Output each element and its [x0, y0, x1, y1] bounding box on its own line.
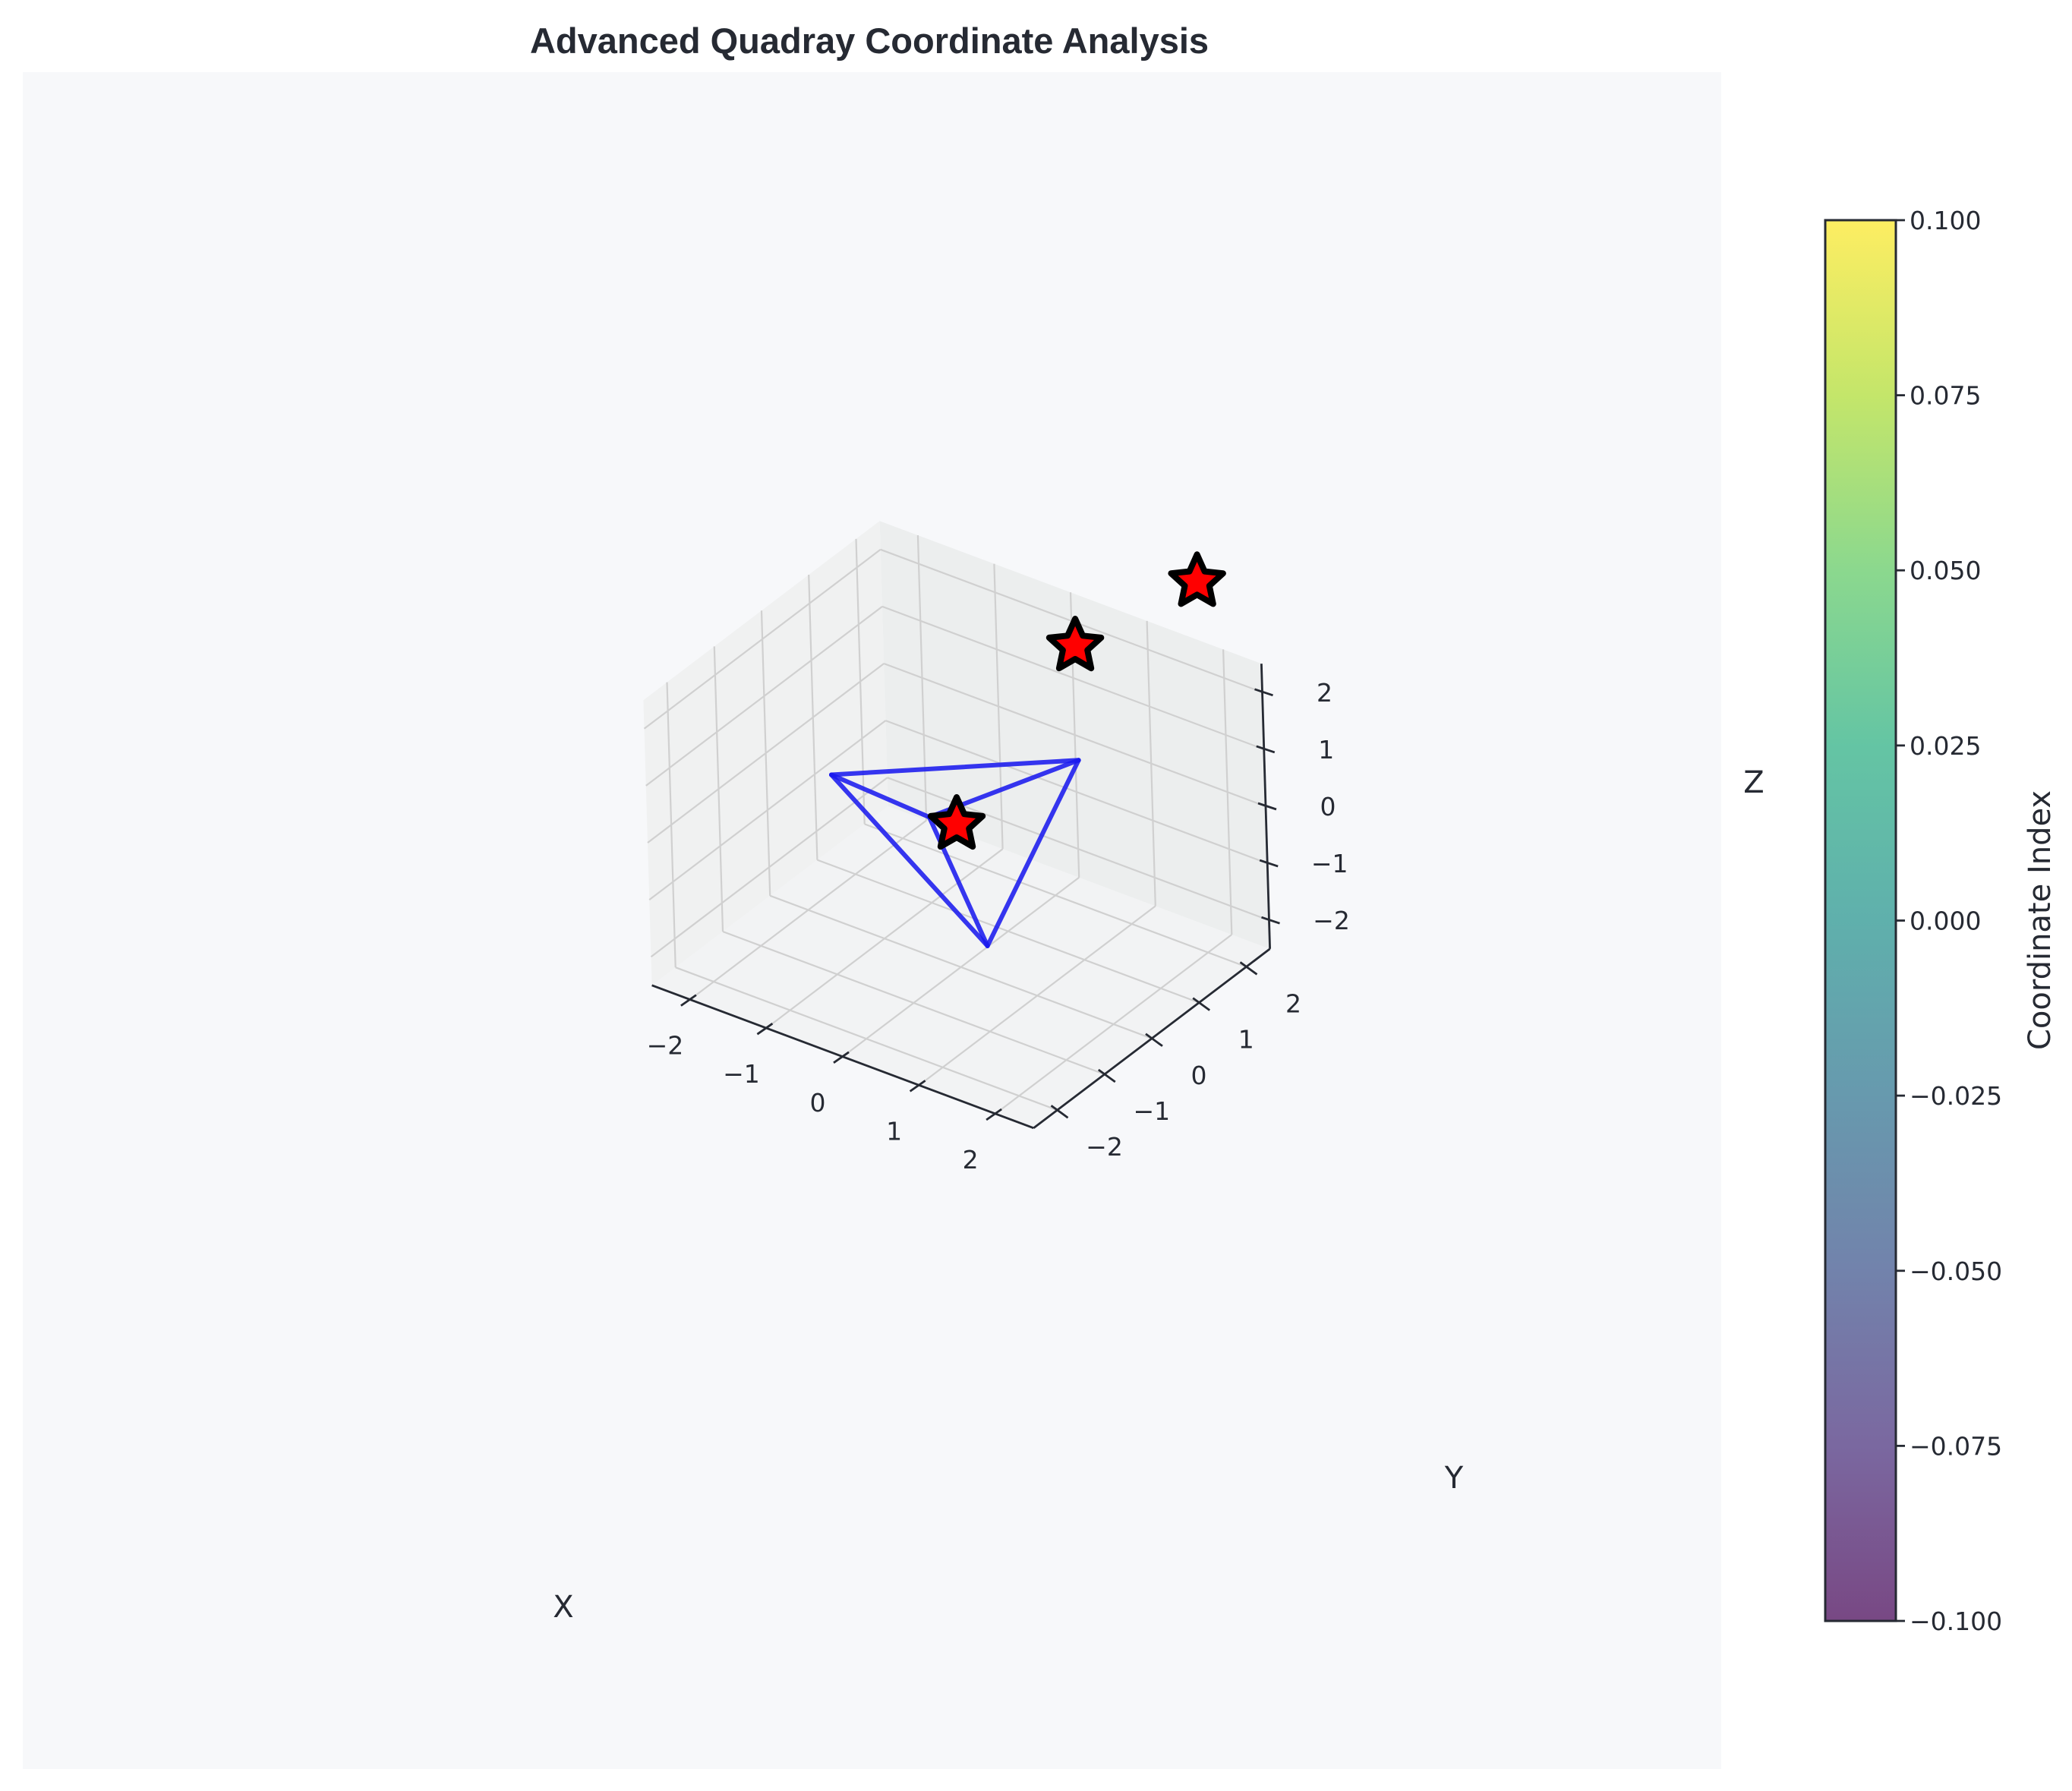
grid-line-z-back: [883, 662, 1266, 808]
x-tick: [833, 1051, 850, 1064]
y-tick: [1145, 1033, 1163, 1047]
x-tick-label: −2: [647, 1031, 684, 1061]
tetrahedron-edge: [829, 772, 990, 948]
colorbar-tick-label: 0.025: [1910, 731, 1981, 761]
colorbar-tick-label: 0.050: [1910, 556, 1981, 585]
grid-line-y-floor: [864, 823, 1247, 968]
x-tick: [756, 1023, 774, 1036]
z-tick: [1261, 916, 1280, 925]
z-tick: [1257, 802, 1277, 811]
z-tick-label: 0: [1320, 792, 1336, 821]
x-tick-label: −1: [723, 1059, 760, 1089]
tetrahedron-edge: [926, 815, 990, 948]
x-tick: [680, 994, 697, 1007]
x-tick: [909, 1080, 926, 1093]
grid-line-z-back: [885, 720, 1268, 865]
colorbar-tick-label: −0.025: [1910, 1081, 2002, 1111]
x-tick-label: 1: [886, 1116, 902, 1146]
tetrahedron-edge: [829, 758, 1081, 777]
z-tick-label: 2: [1317, 678, 1332, 708]
tetrahedron-edge: [829, 772, 932, 820]
colorbar-tick-label: −0.050: [1910, 1257, 2002, 1286]
y-tick-label: 2: [1285, 989, 1301, 1018]
star-marker: [927, 794, 986, 850]
axis-lines: [651, 664, 1280, 1130]
chart-title: Advanced Quadray Coordinate Analysis: [530, 20, 1209, 61]
y-tick: [1050, 1105, 1069, 1119]
grid-line-y-floor: [675, 966, 1058, 1111]
colorbar-tick-label: −0.075: [1910, 1431, 2002, 1461]
grid-line-y-floor: [722, 930, 1105, 1076]
grid-line-z-left: [643, 548, 881, 730]
grid-line-z-left: [648, 720, 887, 900]
star-markers: [927, 551, 1226, 850]
y-axis-label: Y: [1444, 1461, 1464, 1496]
colorbar-tick-label: 0.075: [1910, 381, 1981, 411]
grid-line-y-floor: [817, 859, 1200, 1004]
colorbar-tick-label: 0.100: [1910, 206, 1981, 235]
grid-line-z-back: [887, 777, 1269, 922]
x-tick-label: 0: [810, 1088, 826, 1118]
x-tick: [986, 1108, 1002, 1121]
tick-labels: −2 −1 0 1 2 −2 −1 0 1 2 −2 −1 0 1 2: [647, 678, 1350, 1175]
grid-line-z-left: [650, 777, 888, 958]
z-tick: [1254, 688, 1273, 697]
grid-lines: [643, 534, 1269, 1115]
y-tick-label: 0: [1191, 1061, 1207, 1090]
colorbar-label: Coordinate Index: [2023, 790, 2058, 1050]
z-tick-label: −2: [1313, 906, 1350, 935]
y-tick-label: −2: [1086, 1132, 1123, 1162]
z-tick: [1256, 745, 1276, 754]
y-tick-label: −1: [1133, 1096, 1170, 1126]
z-tick: [1259, 859, 1279, 868]
x-axis-label: X: [553, 1590, 573, 1625]
colorbar-tick-label: 0.000: [1910, 907, 1981, 936]
y-tick: [1239, 961, 1258, 976]
tetrahedron-edge: [985, 758, 1081, 948]
z-tick-label: −1: [1311, 849, 1348, 878]
star-marker: [1045, 616, 1105, 672]
grid-line-z-left: [645, 606, 883, 787]
y-tick-label: 1: [1238, 1025, 1254, 1055]
colorbar-ticks: −0.100 −0.075 −0.050 −0.025 0.000 0.025 0.050 0…: [1896, 206, 2002, 1636]
grid-line-z-back: [881, 605, 1265, 750]
star-marker: [1168, 551, 1226, 607]
y-tick: [1192, 997, 1211, 1011]
colorbar-tick-label: −0.100: [1910, 1607, 2002, 1636]
y-tick: [1097, 1068, 1116, 1083]
x-tick-label: 2: [963, 1145, 979, 1175]
tetrahedron: [829, 758, 1081, 948]
grid-line-z-left: [647, 663, 885, 843]
grid-line-y-floor: [769, 894, 1153, 1039]
colorbar-gradient: [1825, 220, 1896, 1621]
z-tick-label: 1: [1318, 735, 1334, 765]
z-axis-label: Z: [1743, 765, 1764, 800]
colorbar: −0.100 −0.075 −0.050 −0.025 0.000 0.025 0.050 0…: [1824, 206, 2058, 1636]
